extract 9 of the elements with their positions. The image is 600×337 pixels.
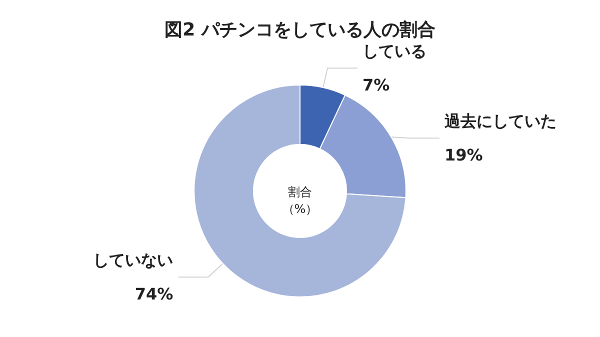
text: （%） [282,202,318,216]
chart-title: 図2 パチンコをしている人の割合 [164,20,436,40]
data-label: 74% [134,284,174,304]
text: 割合 [288,185,312,199]
data-label: 7% [362,76,390,95]
slice-label: していない [93,250,174,270]
slice-label: している [362,42,426,61]
data-label: 19% [444,146,483,165]
slice-label: 過去にしていた [444,112,557,131]
